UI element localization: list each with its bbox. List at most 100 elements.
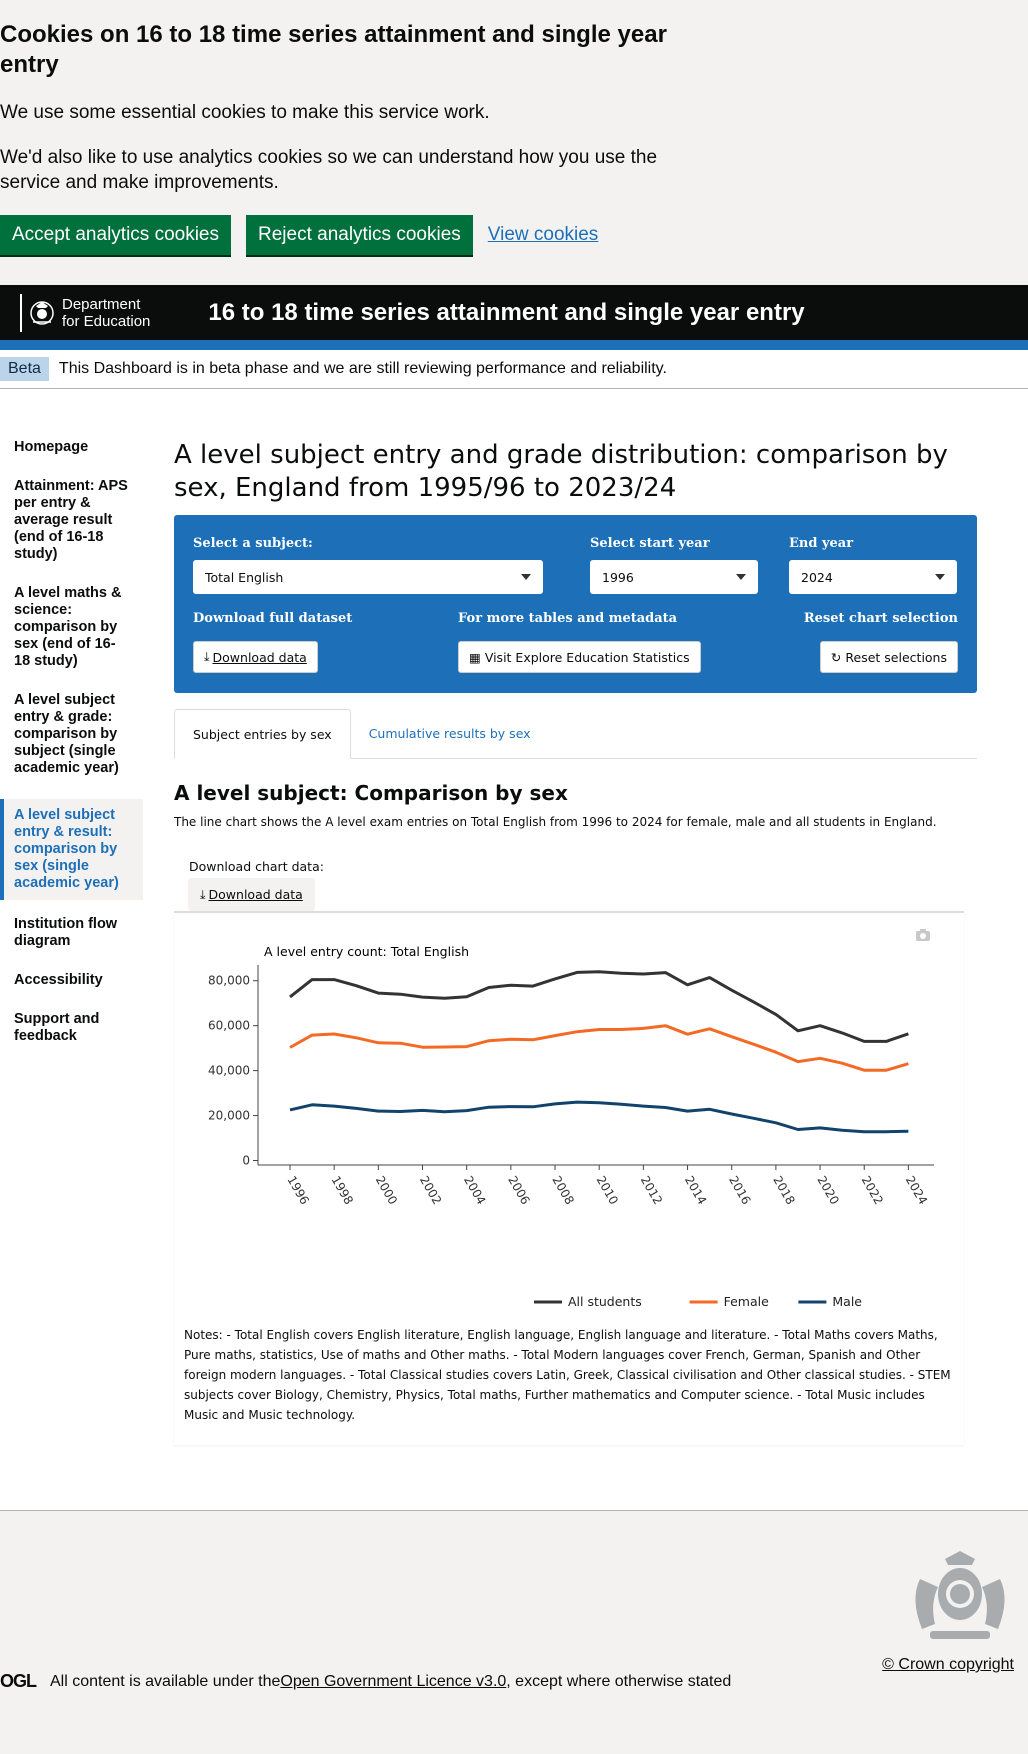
download-dataset-button[interactable]: ⤓ Download data bbox=[193, 641, 318, 673]
sidebar-item-support[interactable]: Support and feedback bbox=[14, 1011, 100, 1044]
main-area: Homepage Attainment: APS per entry & ave… bbox=[0, 389, 1028, 1507]
sidebar-item-accessibility[interactable]: Accessibility bbox=[14, 972, 103, 988]
chevron-down-icon bbox=[521, 574, 531, 580]
cookie-text-essential: We use some essential cookies to make th… bbox=[0, 102, 490, 123]
series-line-all-students bbox=[289, 970, 909, 1043]
end-year-label: End year bbox=[789, 536, 854, 551]
sidebar-nav: Homepage Attainment: APS per entry & ave… bbox=[0, 439, 143, 1067]
header-underline bbox=[0, 340, 1028, 350]
chart-notes: Notes: - Total English covers English li… bbox=[184, 1328, 951, 1422]
start-year-select[interactable]: 1996 bbox=[590, 560, 758, 594]
download-chart-label-text: Download data bbox=[208, 887, 303, 902]
subject-select[interactable]: Total English bbox=[193, 560, 543, 594]
x-tick-label: 2014 bbox=[682, 1174, 709, 1207]
cookie-banner: Cookies on 16 to 18 time series attainme… bbox=[0, 0, 1028, 285]
more-tables-label: For more tables and metadata bbox=[458, 611, 678, 626]
x-tick-label: 2018 bbox=[770, 1174, 797, 1207]
end-year-select[interactable]: 2024 bbox=[789, 560, 957, 594]
download-icon: ⤓ bbox=[204, 649, 210, 664]
dfe-logo[interactable]: Department for Education bbox=[20, 293, 151, 332]
camera-icon[interactable] bbox=[916, 929, 930, 941]
chevron-down-icon bbox=[935, 574, 945, 580]
sidebar-item-institution-flow[interactable]: Institution flow diagram bbox=[14, 916, 118, 949]
chevron-down-icon bbox=[736, 574, 746, 580]
table-icon: ▦ bbox=[469, 649, 481, 665]
section-title: A level subject: Comparison by sex bbox=[174, 781, 568, 805]
x-tick-label: 2020 bbox=[814, 1174, 841, 1207]
cookie-banner-title: Cookies on 16 to 18 time series attainme… bbox=[0, 21, 667, 78]
chart-panel: A level entry count: Total English 0 20,0… bbox=[174, 911, 964, 1445]
start-year-value: 1996 bbox=[602, 569, 634, 585]
licence-text-pre: All content is available under the bbox=[50, 1672, 281, 1690]
section-description: The line chart shows the A level exam en… bbox=[174, 815, 937, 829]
series-line-female bbox=[289, 1024, 909, 1072]
reset-chart-label: Reset chart selection bbox=[803, 611, 958, 626]
tab-subject-entries[interactable]: Subject entries by sex bbox=[174, 709, 351, 759]
reject-cookies-button[interactable]: Reject analytics cookies bbox=[246, 215, 473, 255]
x-tick-label: 2006 bbox=[505, 1174, 532, 1207]
org-name-line2: for Education bbox=[62, 312, 151, 330]
refresh-icon: ↻ bbox=[830, 649, 842, 665]
sidebar-item-subject-result-by-sex[interactable]: A level subject entry & result: comparis… bbox=[0, 799, 143, 900]
tab-cumulative-results[interactable]: Cumulative results by sex bbox=[368, 725, 531, 741]
site-header: Department for Education 16 to 18 time s… bbox=[0, 285, 1028, 340]
x-tick-label: 2012 bbox=[638, 1174, 665, 1207]
legend-label: All students bbox=[568, 1294, 642, 1309]
x-tick-label: 1996 bbox=[284, 1174, 311, 1207]
y-tick-label: 20,000 bbox=[208, 1109, 250, 1123]
explore-statistics-button[interactable]: ▦ Visit Explore Education Statistics bbox=[458, 641, 701, 673]
site-footer: OGL All content is available under the O… bbox=[0, 1510, 1028, 1754]
series-line-male bbox=[289, 1100, 909, 1134]
x-tick-label: 2004 bbox=[461, 1174, 488, 1207]
reset-selections-button[interactable]: ↻ Reset selections bbox=[819, 641, 958, 673]
download-icon: ⤓ bbox=[200, 886, 206, 902]
view-cookies-link[interactable]: View cookies bbox=[487, 224, 599, 245]
crown-copyright-link[interactable]: © Crown copyright bbox=[882, 1656, 1014, 1673]
service-title[interactable]: 16 to 18 time series attainment and sing… bbox=[208, 298, 805, 326]
filter-panel: Select a subject: Total English Select s… bbox=[174, 515, 977, 693]
crest-icon bbox=[30, 300, 54, 325]
sidebar-item-attainment[interactable]: Attainment: APS per entry & average resu… bbox=[14, 478, 128, 562]
beta-banner: Beta This Dashboard is in beta phase and… bbox=[0, 350, 1028, 389]
cookie-text-analytics: We'd also like to use analytics cookies … bbox=[0, 147, 658, 193]
y-tick-label: 60,000 bbox=[208, 1019, 250, 1033]
x-tick-label: 2010 bbox=[594, 1174, 621, 1207]
licence-line: OGL All content is available under the O… bbox=[0, 1671, 731, 1692]
y-tick-label: 80,000 bbox=[208, 974, 250, 988]
line-chart[interactable]: A level entry count: Total English 0 20,0… bbox=[174, 913, 964, 1323]
licence-text-post: , except where otherwise stated bbox=[506, 1672, 732, 1690]
legend-label: Male bbox=[832, 1294, 862, 1309]
licence-link[interactable]: Open Government Licence v3.0 bbox=[280, 1672, 507, 1690]
page-title: A level subject entry and grade distribu… bbox=[174, 440, 948, 503]
cookie-actions: Accept analytics cookies Reject analytic… bbox=[0, 215, 1028, 255]
sidebar-item-maths-science[interactable]: A level maths & science: comparison by s… bbox=[14, 585, 122, 669]
x-tick-label: 1998 bbox=[329, 1174, 356, 1207]
download-chart-button[interactable]: ⤓ Download data bbox=[188, 878, 315, 911]
x-tick-label: 2024 bbox=[903, 1174, 930, 1207]
chart-title: A level entry count: Total English bbox=[264, 944, 469, 959]
subject-label: Select a subject: bbox=[193, 536, 313, 551]
reset-selections-label: Reset selections bbox=[845, 649, 947, 665]
download-chart-label: Download chart data: bbox=[189, 859, 324, 874]
start-year-label: Select start year bbox=[590, 536, 710, 551]
x-tick-label: 2002 bbox=[417, 1174, 444, 1207]
download-dataset-label-text: Download data bbox=[212, 649, 307, 665]
x-tick-label: 2000 bbox=[373, 1174, 400, 1207]
end-year-value: 2024 bbox=[801, 569, 833, 585]
legend-label: Female bbox=[724, 1294, 770, 1309]
explore-statistics-label: Visit Explore Education Statistics bbox=[484, 649, 690, 665]
download-dataset-label: Download full dataset bbox=[193, 611, 353, 626]
org-name-line1: Department bbox=[62, 295, 141, 313]
x-tick-label: 2016 bbox=[726, 1174, 753, 1207]
y-tick-label: 0 bbox=[242, 1154, 250, 1168]
tab-bar: Subject entries by sex Cumulative result… bbox=[174, 709, 977, 759]
y-tick-label: 40,000 bbox=[208, 1064, 250, 1078]
ogl-logo: OGL bbox=[0, 1671, 37, 1691]
sidebar-item-subject-grade[interactable]: A level subject entry & grade: compariso… bbox=[14, 692, 119, 776]
accept-cookies-button[interactable]: Accept analytics cookies bbox=[0, 215, 231, 255]
sidebar-item-homepage[interactable]: Homepage bbox=[14, 439, 89, 455]
x-tick-label: 2008 bbox=[549, 1174, 576, 1207]
beta-text: This Dashboard is in beta phase and we a… bbox=[58, 360, 667, 377]
main-content: A level subject entry and grade distribu… bbox=[174, 439, 979, 1445]
beta-tag: Beta bbox=[0, 357, 49, 381]
